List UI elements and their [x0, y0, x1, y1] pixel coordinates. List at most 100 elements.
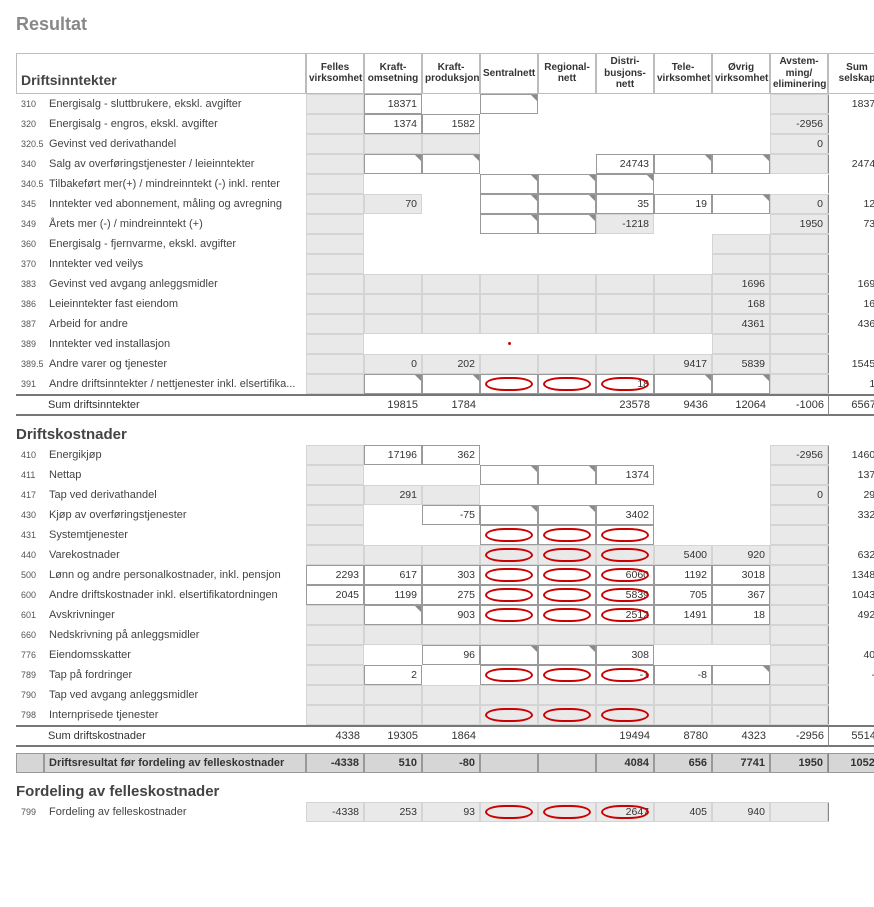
- total-distri: 19494: [596, 725, 654, 747]
- cell-sentral[interactable]: [480, 94, 538, 114]
- cell-sentral[interactable]: [480, 214, 538, 234]
- cell-regional[interactable]: [538, 565, 596, 585]
- row-code: 790: [16, 685, 44, 705]
- cell-sentral[interactable]: [480, 525, 538, 545]
- table-row: 411Nettap13741374: [16, 465, 874, 485]
- cell-regional[interactable]: [538, 665, 596, 685]
- cell-regional[interactable]: [538, 465, 596, 485]
- cell-distri[interactable]: 24743: [596, 154, 654, 174]
- cell-regional[interactable]: [538, 605, 596, 625]
- cell-tele[interactable]: 19: [654, 194, 712, 214]
- cell-ovrig[interactable]: 3018: [712, 565, 770, 585]
- cell-kraft_oms: [364, 705, 422, 725]
- cell-tele[interactable]: [654, 154, 712, 174]
- cell-kraft_prod[interactable]: -75: [422, 505, 480, 525]
- cell-avstem: [770, 234, 828, 254]
- cell-kraft_oms[interactable]: 18371: [364, 94, 422, 114]
- cell-regional[interactable]: [538, 645, 596, 665]
- cell-distri[interactable]: 18: [596, 374, 654, 394]
- cell-distri[interactable]: 35: [596, 194, 654, 214]
- cell-regional[interactable]: [538, 174, 596, 194]
- cell-ovrig[interactable]: [712, 374, 770, 394]
- cell-tele[interactable]: -8: [654, 665, 712, 685]
- cell-kraft_prod[interactable]: 362: [422, 445, 480, 465]
- cell-kraft_oms: [364, 334, 422, 354]
- cell-sentral[interactable]: [480, 505, 538, 525]
- cell-distri[interactable]: 5839: [596, 585, 654, 605]
- cell-kraft_oms[interactable]: [364, 374, 422, 394]
- cell-regional[interactable]: [538, 374, 596, 394]
- cell-distri[interactable]: 2512: [596, 605, 654, 625]
- cell-regional[interactable]: [538, 214, 596, 234]
- total-label: Sum driftskostnader: [44, 725, 306, 747]
- cell-sentral[interactable]: [480, 645, 538, 665]
- cell-tele[interactable]: [654, 374, 712, 394]
- cell-regional[interactable]: [538, 194, 596, 214]
- cell-kraft_prod[interactable]: 275: [422, 585, 480, 605]
- cell-kraft_prod[interactable]: 903: [422, 605, 480, 625]
- cell-regional[interactable]: [538, 585, 596, 605]
- table-row: 387Arbeid for andre43614361: [16, 314, 874, 334]
- cell-kraft_prod[interactable]: [422, 374, 480, 394]
- cell-tele[interactable]: 705: [654, 585, 712, 605]
- cell-distri[interactable]: -1: [596, 665, 654, 685]
- table-row: 790Tap ved avgang anleggsmidler: [16, 685, 874, 705]
- cell-felles[interactable]: 2045: [306, 585, 364, 605]
- cell-sentral[interactable]: [480, 585, 538, 605]
- cell-kraft_prod[interactable]: [422, 154, 480, 174]
- cell-regional: [538, 334, 596, 354]
- cell-ovrig[interactable]: [712, 665, 770, 685]
- cell-distri[interactable]: 6060: [596, 565, 654, 585]
- row-label: Energisalg - fjernvarme, ekskl. avgifter: [44, 234, 306, 254]
- table-row: 360Energisalg - fjernvarme, ekskl. avgif…: [16, 234, 874, 254]
- cell-regional[interactable]: [538, 505, 596, 525]
- cell-sentral[interactable]: [480, 194, 538, 214]
- cell-kraft_oms[interactable]: 17196: [364, 445, 422, 465]
- cell-distri[interactable]: [596, 525, 654, 545]
- cell-ovrig[interactable]: 367: [712, 585, 770, 605]
- cell-distri[interactable]: [596, 174, 654, 194]
- cell-kraft_oms[interactable]: 617: [364, 565, 422, 585]
- row-label: Salg av overføringstjenester / leieinnte…: [44, 154, 306, 174]
- cell-tele[interactable]: 1192: [654, 565, 712, 585]
- cell-kraft_oms[interactable]: [364, 605, 422, 625]
- cell-kraft_prod[interactable]: 1582: [422, 114, 480, 134]
- cell-kraft_prod[interactable]: 96: [422, 645, 480, 665]
- cell-distri[interactable]: 308: [596, 645, 654, 665]
- cell-kraft_oms[interactable]: 2: [364, 665, 422, 685]
- cell-felles: [306, 214, 364, 234]
- cell-avstem: [770, 465, 828, 485]
- cell-sentral[interactable]: [480, 465, 538, 485]
- cell-tele: [654, 254, 712, 274]
- cell-distri[interactable]: 1374: [596, 465, 654, 485]
- cell-kraft_oms[interactable]: [364, 154, 422, 174]
- cell-sentral[interactable]: [480, 374, 538, 394]
- cell-tele[interactable]: 1491: [654, 605, 712, 625]
- cell-kraft_oms[interactable]: 1199: [364, 585, 422, 605]
- row-code: 440: [16, 545, 44, 565]
- cell-ovrig[interactable]: [712, 154, 770, 174]
- row-code: 320.5: [16, 134, 44, 154]
- cell-ovrig[interactable]: [712, 194, 770, 214]
- cell-ovrig[interactable]: 18: [712, 605, 770, 625]
- cell-regional[interactable]: [538, 525, 596, 545]
- cell-sentral[interactable]: [480, 605, 538, 625]
- row-label: Tap ved derivathandel: [44, 485, 306, 505]
- cell-kraft_oms[interactable]: 1374: [364, 114, 422, 134]
- cell-regional: [538, 134, 596, 154]
- cell-sentral[interactable]: [480, 174, 538, 194]
- cell-felles[interactable]: 2293: [306, 565, 364, 585]
- cell-sentral[interactable]: [480, 565, 538, 585]
- cell-kraft_prod: [422, 525, 480, 545]
- cell-ovrig: [712, 685, 770, 705]
- cell-avstem: [770, 314, 828, 334]
- total-label: Sum driftsinntekter: [44, 394, 306, 416]
- cell-distri[interactable]: 3402: [596, 505, 654, 525]
- cell-felles: [306, 545, 364, 565]
- cell-kraft_prod[interactable]: 303: [422, 565, 480, 585]
- cell-felles: [306, 194, 364, 214]
- cell-sentral[interactable]: [480, 665, 538, 685]
- cell-avstem: 1950: [770, 214, 828, 234]
- row-label: Fordeling av felleskostnader: [44, 802, 306, 822]
- cell-ovrig: [712, 94, 770, 114]
